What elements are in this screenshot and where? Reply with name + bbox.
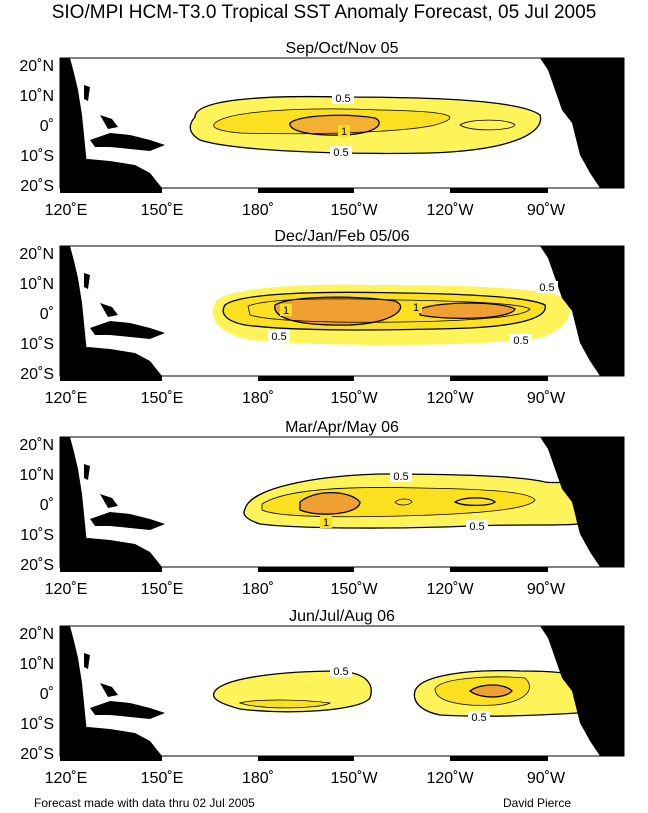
contour-labels: 0.5 1 1 0.5 0.5 — [268, 281, 558, 347]
lat-label: 0˚ — [40, 497, 54, 514]
lon-label: 120˚W — [426, 202, 474, 219]
panel-title-son: Sep/Oct/Nov 05 — [285, 40, 399, 57]
lat-labels: 20˚N 10˚N 0˚ 10˚S 20˚S — [19, 437, 54, 574]
lon-label: 150˚E — [141, 581, 184, 598]
lon-label: 90˚W — [527, 581, 566, 598]
lat-label: 10˚N — [19, 88, 54, 105]
lon-label: 120˚W — [426, 770, 474, 787]
lon-label: 180˚ — [242, 581, 274, 598]
lon-label: 120˚E — [45, 770, 88, 787]
contour-label: 0.5 — [333, 147, 348, 159]
lat-label: 10˚S — [20, 336, 54, 353]
contour-label: 0.5 — [335, 93, 350, 105]
contour-label: 0.5 — [471, 712, 486, 724]
land — [60, 246, 624, 376]
panel-title-jja: Jun/Jul/Aug 06 — [289, 608, 395, 625]
lon-label: 150˚E — [141, 390, 184, 407]
lon-label: 120˚W — [426, 581, 474, 598]
bar-scale — [60, 756, 548, 761]
contour-labels: 0.5 0.5 — [330, 665, 490, 724]
lon-label: 180˚ — [242, 390, 274, 407]
contour-label: 1 — [323, 517, 329, 529]
anomaly-field — [213, 670, 578, 717]
lat-label: 20˚S — [20, 178, 54, 195]
lon-label: 150˚W — [330, 202, 378, 219]
map-panel-djf: 0.5 1 1 0.5 0.5 20˚N 10˚N 0˚ 10˚S 20˚S 1… — [19, 245, 625, 407]
lon-label: 90˚W — [527, 390, 566, 407]
lat-label: 20˚S — [20, 366, 54, 383]
panel-title-mam: Mar/Apr/May 06 — [285, 419, 399, 436]
footer-author: David Pierce — [503, 796, 572, 810]
lat-label: 20˚S — [20, 557, 54, 574]
figure-title: SIO/MPI HCM-T3.0 Tropical SST Anomaly Fo… — [51, 2, 597, 23]
lat-label: 10˚S — [20, 527, 54, 544]
contour-label: 0.5 — [469, 521, 484, 533]
lon-label: 150˚W — [330, 581, 378, 598]
lat-label: 20˚N — [19, 246, 54, 263]
contour-label: 0.5 — [271, 331, 286, 343]
lat-label: 0˚ — [40, 686, 54, 703]
panel-title-djf: Dec/Jan/Feb 05/06 — [274, 228, 410, 245]
contour-label: 0.5 — [539, 282, 554, 294]
lat-label: 0˚ — [40, 306, 54, 323]
map-panel-mam: 0.5 1 0.5 20˚N 10˚N 0˚ 10˚S 20˚S 120˚E 1… — [19, 436, 625, 598]
lon-labels: 120˚E 150˚E 180˚ 150˚W 120˚W 90˚W — [45, 770, 566, 787]
anomaly-field — [190, 96, 541, 154]
lat-label: 10˚N — [19, 467, 54, 484]
lat-label: 10˚N — [19, 656, 54, 673]
contours — [189, 95, 542, 155]
lon-label: 150˚E — [141, 202, 184, 219]
lat-label: 20˚S — [20, 746, 54, 763]
lon-labels: 120˚E 150˚E 180˚ 150˚W 120˚W 90˚W — [45, 390, 566, 407]
lon-label: 90˚W — [527, 770, 566, 787]
lon-label: 120˚E — [45, 390, 88, 407]
map-panel-son: 0.5 1 0.5 20˚N 10˚N 0˚ 10˚S 20˚S 120˚E 1… — [19, 57, 625, 219]
lat-label: 20˚N — [19, 58, 54, 75]
contour-label: 1 — [413, 302, 419, 314]
lat-label: 10˚N — [19, 276, 54, 293]
lat-labels: 20˚N 10˚N 0˚ 10˚S 20˚S — [19, 58, 54, 195]
lon-label: 120˚E — [45, 202, 88, 219]
lat-label: 20˚N — [19, 437, 54, 454]
land — [60, 58, 624, 188]
contour-labels: 0.5 1 0.5 — [320, 470, 488, 533]
contour-label: 0.5 — [513, 335, 528, 347]
contour-labels: 0.5 1 0.5 — [330, 92, 354, 159]
lon-label: 120˚W — [426, 390, 474, 407]
contours — [222, 291, 546, 331]
bar-scale — [60, 567, 548, 572]
bar-scale — [60, 188, 548, 193]
lon-label: 180˚ — [242, 202, 274, 219]
lat-labels: 20˚N 10˚N 0˚ 10˚S 20˚S — [19, 246, 54, 383]
lat-label: 0˚ — [40, 118, 54, 135]
land — [60, 437, 624, 567]
lon-label: 180˚ — [242, 770, 274, 787]
footer-forecast-note: Forecast made with data thru 02 Jul 2005 — [34, 796, 255, 810]
lon-label: 150˚W — [330, 390, 378, 407]
contour-label: 0.5 — [333, 666, 348, 678]
lat-labels: 20˚N 10˚N 0˚ 10˚S 20˚S — [19, 626, 54, 763]
lon-labels: 120˚E 150˚E 180˚ 150˚W 120˚W 90˚W — [45, 581, 566, 598]
lat-label: 20˚N — [19, 626, 54, 643]
bar-scale — [60, 376, 548, 381]
lon-label: 120˚E — [45, 581, 88, 598]
contour-label: 1 — [283, 305, 289, 317]
contour-label: 1 — [341, 126, 347, 138]
lat-label: 10˚S — [20, 148, 54, 165]
contour-label: 0.5 — [393, 471, 408, 483]
lat-label: 10˚S — [20, 716, 54, 733]
map-panel-jja: 0.5 0.5 20˚N 10˚N 0˚ 10˚S 20˚S 120˚E 150… — [19, 625, 625, 787]
lon-label: 90˚W — [527, 202, 566, 219]
land — [60, 626, 624, 756]
lon-label: 150˚W — [330, 770, 378, 787]
lon-labels: 120˚E 150˚E 180˚ 150˚W 120˚W 90˚W — [45, 202, 566, 219]
lon-label: 150˚E — [141, 770, 184, 787]
